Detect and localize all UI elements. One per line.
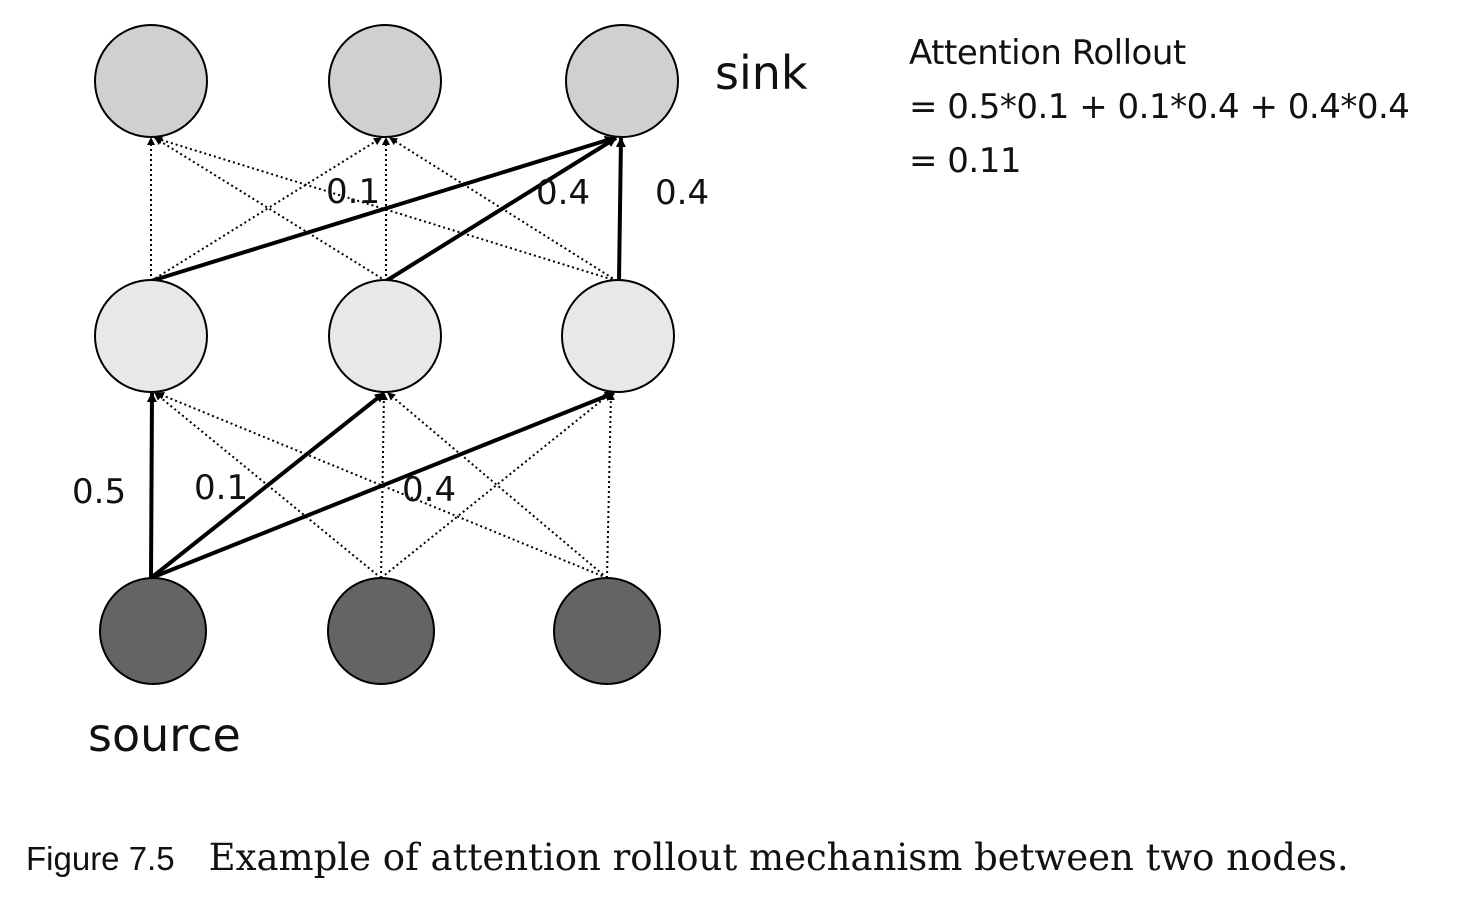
sink-label: sink (715, 46, 808, 100)
edge-dotted (154, 137, 387, 282)
edge-label-source-to-mid-right: 0.4 (402, 470, 456, 510)
node-bottom-right (553, 577, 661, 685)
edge-source-to-mid-mid (149, 391, 386, 580)
node-middle-right (561, 279, 675, 393)
sink-node (565, 24, 679, 138)
caption-text: Example of attention rollout mechanism b… (208, 836, 1349, 879)
edge-label-source-to-mid-mid: 0.1 (194, 468, 248, 508)
caption-label: Figure 7.5 (26, 840, 175, 877)
node-middle-left (94, 279, 208, 393)
node-top-left (94, 24, 208, 138)
source-node (99, 577, 207, 685)
formula-line-1: = 0.5*0.1 + 0.1*0.4 + 0.4*0.4 (909, 87, 1410, 127)
source-label: source (88, 708, 241, 762)
edge-label-source-to-mid-left: 0.5 (72, 472, 126, 512)
node-bottom-mid (327, 577, 435, 685)
edge-source-to-mid-right (150, 391, 615, 580)
attention-rollout-formula: Attention Rollout = 0.5*0.1 + 0.1*0.4 + … (909, 26, 1410, 188)
edge-top-mid-to-sink (384, 136, 618, 283)
bottom-layer-nodes (99, 577, 661, 685)
node-middle-mid (328, 279, 442, 393)
solid-edges-to-sink (150, 135, 626, 283)
edge-label-top-left-to-sink: 0.1 (326, 172, 380, 212)
edge-dotted (380, 392, 612, 579)
edge-top-right-to-sink (615, 137, 626, 282)
edge-source-to-mid-left (146, 392, 157, 579)
edge-label-top-mid-to-sink: 0.4 (536, 173, 590, 213)
figure-caption: Figure 7.5 Example of attention rollout m… (26, 836, 1349, 879)
node-top-mid (328, 24, 442, 138)
edge-dotted (150, 137, 382, 282)
edge-dotted (379, 392, 388, 579)
edge-dotted (606, 392, 615, 579)
edge-dotted (156, 391, 608, 579)
solid-edges-from-source (146, 391, 615, 580)
edge-top-left-to-sink (150, 135, 615, 283)
top-layer-nodes (94, 24, 679, 138)
middle-layer-nodes (94, 279, 675, 393)
edge-label-top-right-to-sink: 0.4 (655, 173, 709, 213)
formula-title: Attention Rollout (909, 33, 1186, 73)
formula-line-2: = 0.11 (909, 141, 1022, 181)
